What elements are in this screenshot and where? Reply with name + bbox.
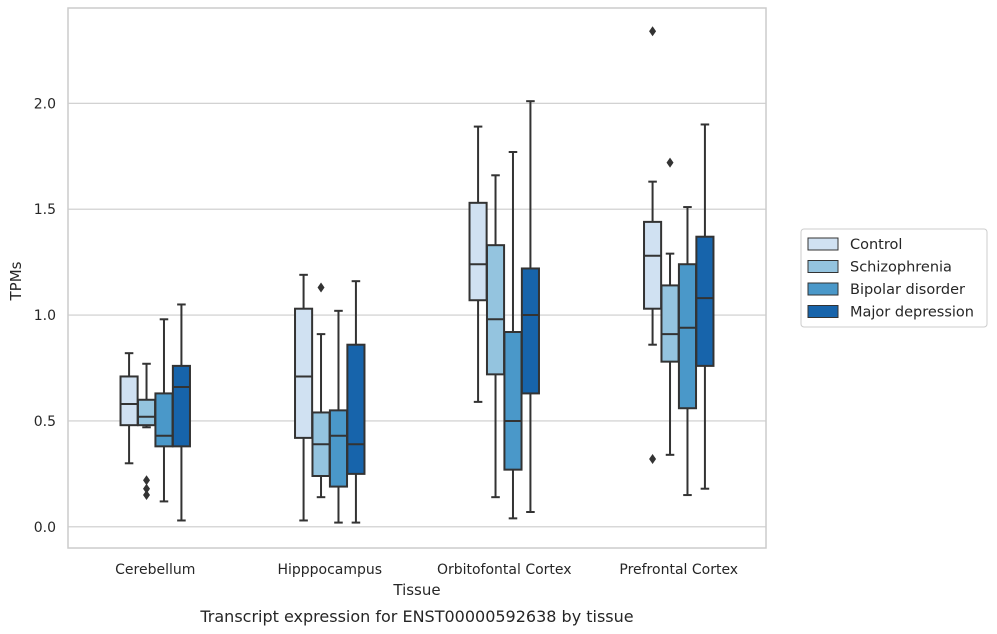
box-cerebellum-control xyxy=(119,352,139,465)
boxes xyxy=(119,26,715,524)
box-iqr xyxy=(294,307,314,439)
figure-caption: Transcript expression for ENST0000059263… xyxy=(199,607,633,626)
box-hipppocampus-schizophrenia xyxy=(311,282,331,499)
y-tick-label: 1.0 xyxy=(34,308,56,324)
box-prefrontal-cortex-control xyxy=(643,26,663,465)
box-iqr xyxy=(346,343,366,475)
box-iqr xyxy=(136,398,157,427)
outlier-point xyxy=(317,282,325,293)
box-iqr xyxy=(171,364,191,448)
box-prefrontal-cortex-bipolar-disorder xyxy=(677,206,698,497)
legend-swatch xyxy=(807,282,839,296)
y-axis-title: TPMs xyxy=(7,261,25,301)
x-tick-label: Hipppocampus xyxy=(277,562,382,578)
box-iqr xyxy=(660,284,680,363)
plot-frame xyxy=(67,7,767,549)
outlier-point xyxy=(649,26,657,37)
outlier-point xyxy=(143,490,151,501)
legend-label: Major depression xyxy=(850,305,974,321)
box-prefrontal-cortex-schizophrenia xyxy=(660,157,680,456)
outlier-point xyxy=(666,157,674,168)
box-iqr xyxy=(485,244,506,376)
box-iqr xyxy=(643,220,663,310)
y-tick-labels: 0.0 0.5 1.0 1.5 2.0 xyxy=(34,96,56,536)
box-iqr xyxy=(695,235,715,367)
box-prefrontal-cortex-major-depression xyxy=(695,123,715,490)
box-iqr xyxy=(520,267,540,395)
box-iqr xyxy=(503,331,523,471)
box-hipppocampus-major-depression xyxy=(346,280,366,524)
legend-swatch xyxy=(807,305,839,318)
y-tick-label: 0.5 xyxy=(34,414,56,430)
legend-swatch xyxy=(807,260,839,273)
box-iqr xyxy=(677,263,698,410)
box-iqr xyxy=(119,375,139,427)
y-tick-label: 2.0 xyxy=(34,96,56,112)
box-iqr xyxy=(468,201,488,302)
y-tick-label: 0.0 xyxy=(34,520,56,536)
box-iqr xyxy=(154,392,174,448)
box-orbitofontal-cortex-bipolar-disorder xyxy=(503,151,523,520)
box-orbitofontal-cortex-major-depression xyxy=(520,100,540,513)
x-tick-label: Prefrontal Cortex xyxy=(619,562,738,578)
x-tick-labels: Cerebellum Hipppocampus Orbitofontal Corte… xyxy=(115,562,738,578)
legend-label: Control xyxy=(850,237,902,253)
outlier-point xyxy=(649,454,657,465)
box-orbitofontal-cortex-schizophrenia xyxy=(485,174,506,499)
legend-label: Schizophrenia xyxy=(850,260,952,276)
outlier-point xyxy=(143,483,151,494)
outlier-point xyxy=(143,475,151,486)
box-iqr xyxy=(328,409,349,488)
legend-swatch xyxy=(807,237,839,251)
legend: Control Schizophrenia Bipolar disorder Majo… xyxy=(800,228,988,328)
box-cerebellum-major-depression xyxy=(171,303,191,522)
x-axis-title: Tissue xyxy=(392,581,440,599)
y-tick-label: 1.5 xyxy=(34,202,56,218)
legend-label: Bipolar disorder xyxy=(850,282,965,298)
x-tick-label: Orbitofontal Cortex xyxy=(437,562,572,578)
x-tick-label: Cerebellum xyxy=(115,562,195,578)
legend-frame xyxy=(800,228,988,328)
box-hipppocampus-control xyxy=(294,273,314,522)
